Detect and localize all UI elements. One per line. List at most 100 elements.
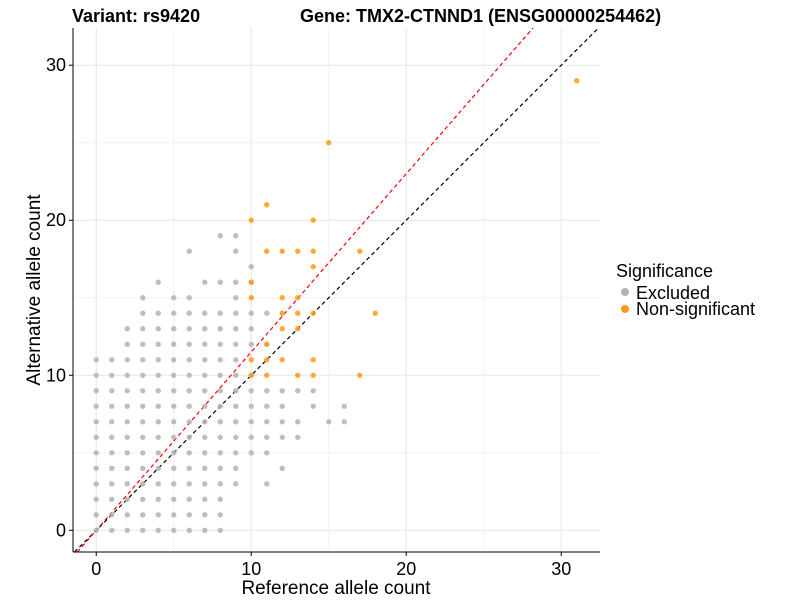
data-point <box>264 341 270 347</box>
data-point <box>140 481 146 487</box>
data-point <box>93 419 99 425</box>
data-point <box>295 295 301 301</box>
data-point <box>217 527 223 533</box>
data-point <box>264 310 270 316</box>
data-point <box>186 496 192 502</box>
data-point <box>310 264 316 270</box>
x-tick-label: 10 <box>241 559 261 579</box>
data-point <box>248 264 254 270</box>
data-point <box>217 388 223 394</box>
data-point <box>140 512 146 518</box>
data-point <box>155 527 161 533</box>
data-point <box>202 357 208 363</box>
data-point <box>124 450 130 456</box>
data-point <box>124 481 130 487</box>
data-point <box>93 512 99 518</box>
data-point <box>217 403 223 409</box>
data-point <box>171 403 177 409</box>
data-point <box>155 372 161 378</box>
data-point <box>202 450 208 456</box>
data-point <box>140 434 146 440</box>
data-point <box>186 434 192 440</box>
data-point <box>248 419 254 425</box>
data-point <box>248 295 254 301</box>
data-point <box>264 450 270 456</box>
data-point <box>186 465 192 471</box>
reference-line <box>74 27 599 553</box>
data-point <box>124 465 130 471</box>
data-point <box>186 372 192 378</box>
data-point <box>109 450 115 456</box>
data-point <box>93 481 99 487</box>
data-point <box>248 450 254 456</box>
data-point <box>202 403 208 409</box>
data-point <box>357 372 363 378</box>
data-point <box>93 372 99 378</box>
data-point <box>202 372 208 378</box>
data-point <box>233 419 239 425</box>
data-point <box>171 527 177 533</box>
data-point <box>93 465 99 471</box>
data-point <box>171 434 177 440</box>
legend-swatch-non-significant <box>621 305 629 313</box>
legend-title: Significance <box>616 261 713 281</box>
data-point <box>248 388 254 394</box>
data-point <box>217 481 223 487</box>
data-point <box>217 419 223 425</box>
data-point <box>279 388 285 394</box>
legend: Significance Excluded Non-significant <box>616 261 755 319</box>
data-point <box>155 512 161 518</box>
data-point <box>186 295 192 301</box>
data-point <box>264 357 270 363</box>
data-point <box>186 341 192 347</box>
data-point <box>233 481 239 487</box>
gene-title: Gene: TMX2-CTNND1 (ENSG00000254462) <box>300 6 661 26</box>
data-point <box>233 357 239 363</box>
data-point <box>248 310 254 316</box>
data-point <box>140 496 146 502</box>
data-point <box>155 496 161 502</box>
data-point <box>217 450 223 456</box>
data-point <box>171 481 177 487</box>
data-point <box>109 434 115 440</box>
data-point <box>295 419 301 425</box>
data-point <box>93 388 99 394</box>
data-point <box>109 372 115 378</box>
data-point <box>202 310 208 316</box>
data-point <box>310 372 316 378</box>
data-point <box>155 279 161 285</box>
y-axis-title: Alternative allele count <box>24 194 45 386</box>
data-point <box>171 295 177 301</box>
data-point <box>109 465 115 471</box>
legend-label-excluded: Excluded <box>636 283 710 303</box>
y-tick-label: 20 <box>46 210 66 230</box>
data-point <box>310 357 316 363</box>
data-point <box>341 403 347 409</box>
data-point <box>155 357 161 363</box>
data-point <box>124 527 130 533</box>
grid-lines <box>73 28 600 552</box>
data-point <box>124 341 130 347</box>
data-point <box>140 527 146 533</box>
data-point <box>140 419 146 425</box>
data-point <box>186 248 192 254</box>
data-point <box>140 372 146 378</box>
data-point <box>217 357 223 363</box>
data-point <box>186 326 192 332</box>
data-point <box>171 341 177 347</box>
data-point <box>217 372 223 378</box>
data-point <box>186 310 192 316</box>
data-point <box>93 450 99 456</box>
data-point <box>124 419 130 425</box>
data-point <box>93 496 99 502</box>
data-point <box>202 279 208 285</box>
data-point <box>109 527 115 533</box>
data-point <box>140 465 146 471</box>
data-point <box>326 419 332 425</box>
data-point <box>186 419 192 425</box>
data-point <box>155 326 161 332</box>
x-tick-label: 30 <box>551 559 571 579</box>
data-point <box>124 326 130 332</box>
data-point <box>171 388 177 394</box>
